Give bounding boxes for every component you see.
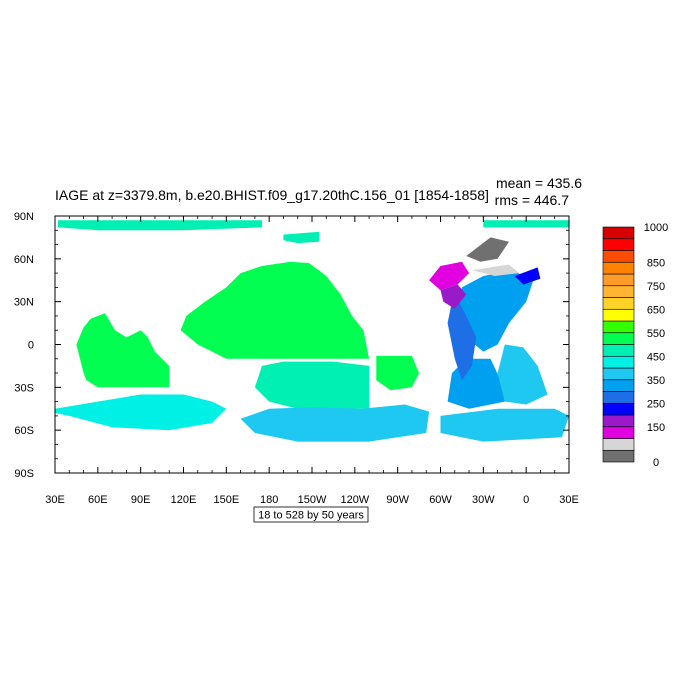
colorbar-box <box>602 379 635 392</box>
ocean-region-labrador-edge <box>440 284 467 309</box>
colorbar-box <box>602 297 635 310</box>
x-tick-label: 30W <box>472 494 495 506</box>
colorbar-box <box>602 449 635 463</box>
y-tick-label: 90S <box>14 468 34 480</box>
y-tick-label: 30S <box>14 382 34 394</box>
ocean-region-arctic-small <box>283 231 320 244</box>
ocean-region-nordic-overflow <box>514 267 541 285</box>
x-tick-label: 150W <box>298 494 327 506</box>
x-tick-label: 0 <box>523 494 529 506</box>
colorbar-label: 750 <box>647 281 665 293</box>
y-tick-label: 90N <box>14 211 34 223</box>
colorbar-label: 0 <box>653 457 659 469</box>
x-tick-label: 180 <box>260 494 278 506</box>
ocean-region-nadw-core <box>447 298 477 381</box>
ocean-region-north-atlantic-deep <box>454 270 534 352</box>
ocean-region-iceland-shelf <box>471 264 519 276</box>
ocean-region-labrador <box>429 261 470 291</box>
axis-ticks: 30E 60E 90E 120E 150E 180 150W 120W 90W 60W 30W 0 30… <box>14 211 579 506</box>
colorbar-box <box>602 285 635 298</box>
x-tick-label: 30E <box>559 494 579 506</box>
x-tick-label: 30E <box>45 494 65 506</box>
colorbar-label: 350 <box>647 375 665 387</box>
colorbar-box <box>602 250 635 263</box>
colorbar: 0 150 250 350 450 550 650 750 850 1000 <box>602 222 668 469</box>
x-tick-label: 60W <box>429 494 452 506</box>
x-tick-label: 90E <box>131 494 151 506</box>
colorbar-box <box>602 367 635 381</box>
y-tick-label: 0 <box>28 340 34 352</box>
colorbar-box <box>602 402 635 416</box>
x-tick-label: 120E <box>171 494 197 506</box>
ocean-region-indian-ocean <box>76 313 170 388</box>
ocean-region-southern-ocean-indian <box>55 394 227 431</box>
x-tick-label: 150E <box>213 494 239 506</box>
ocean-region-south-atlantic-east <box>497 344 548 405</box>
colorbar-label: 250 <box>647 398 665 410</box>
y-tick-label: 60S <box>14 425 34 437</box>
ocean-region-arctic-strip <box>57 220 263 231</box>
colorbar-box <box>602 273 635 287</box>
rms-stat: rms = 446.7 <box>495 192 570 208</box>
colorbar-box <box>602 226 635 240</box>
mean-stat: mean = 435.6 <box>496 175 582 191</box>
colorbar-label: 150 <box>647 422 665 434</box>
ocean-region-southern-ocean-pacific <box>240 404 430 442</box>
ocean-region-pacific <box>180 261 370 359</box>
ocean-region-weddell <box>440 408 569 442</box>
colorbar-box <box>602 391 635 404</box>
ocean-region-gin-seas <box>466 237 509 262</box>
colorbar-label: 650 <box>647 304 665 316</box>
colorbar-box <box>602 414 635 428</box>
colorbar-box <box>602 426 635 439</box>
colorbar-label: 550 <box>647 328 665 340</box>
y-tick-label: 30N <box>14 297 34 309</box>
colorbar-box <box>602 320 635 334</box>
colorbar-label: 1000 <box>644 222 668 234</box>
x-tick-label: 60E <box>88 494 108 506</box>
contour-info-box <box>253 506 369 523</box>
x-tick-label: 90W <box>386 494 409 506</box>
x-tick-label: 120W <box>340 494 369 506</box>
colorbar-box <box>602 261 635 275</box>
ocean-region-south-pacific-east <box>376 355 420 391</box>
colorbar-label: 450 <box>647 351 665 363</box>
colorbar-label: 850 <box>647 257 665 269</box>
ocean-region-south-pacific-west <box>254 361 370 409</box>
colorbar-box <box>602 355 635 369</box>
colorbar-box <box>602 438 635 451</box>
colorbar-box <box>602 344 635 357</box>
colorbar-box <box>602 332 635 345</box>
colorbar-box <box>602 238 635 251</box>
y-tick-label: 60N <box>14 254 34 266</box>
chart-title: IAGE at z=3379.8m, b.e20.BHIST.f09_g17.2… <box>55 187 489 203</box>
colorbar-box <box>602 308 635 322</box>
contour-info-label: 18 to 528 by 50 years <box>258 510 364 522</box>
ocean-region-arctic-strip-east <box>483 220 569 228</box>
map-plot-area <box>54 215 570 474</box>
